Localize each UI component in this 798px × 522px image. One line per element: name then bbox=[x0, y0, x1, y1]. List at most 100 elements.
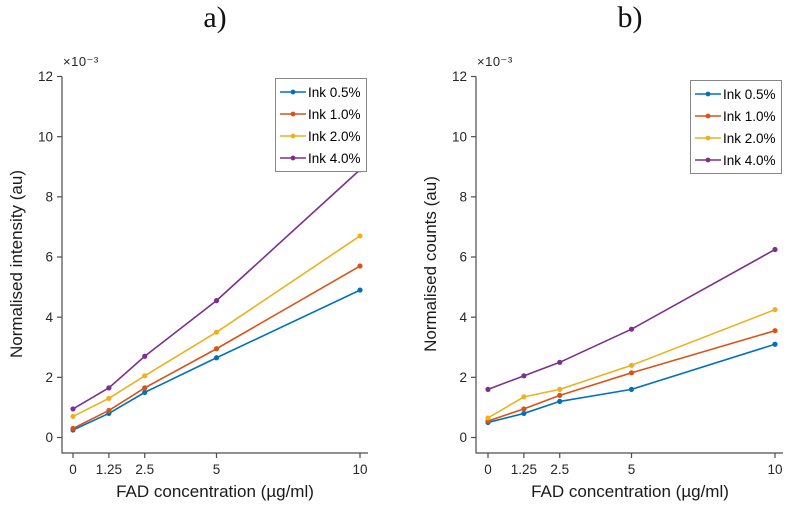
x-tick-label: 1.25 bbox=[96, 462, 122, 477]
chart-a-y-exponent: ×10⁻³ bbox=[63, 54, 99, 69]
data-point-ink-0.5- bbox=[628, 386, 635, 392]
chart-b-plot-area: 0 1.25 2.5 5 10 0 2 4 6 8 10 12 bbox=[452, 69, 783, 477]
x-tick-label: 1.25 bbox=[511, 462, 537, 477]
data-point-ink-4.0- bbox=[142, 353, 148, 359]
data-point-ink-1.0- bbox=[521, 406, 527, 412]
data-point-ink-4.0- bbox=[772, 246, 778, 253]
y-tick-label: 4 bbox=[459, 310, 467, 325]
x-tick-label: 0 bbox=[69, 462, 77, 477]
data-point-ink-0.5- bbox=[213, 355, 220, 361]
data-point-ink-4.0- bbox=[628, 326, 635, 332]
data-point-ink-1.0- bbox=[628, 370, 635, 376]
chart-a-legend: Ink 0.5% Ink 1.0% Ink 2.0% Ink 4.0% bbox=[275, 78, 367, 172]
y-tick-label: 10 bbox=[38, 129, 53, 144]
data-point-ink-1.0- bbox=[772, 328, 778, 334]
chart-b-x-axis-label: FAD concentration (µg/ml) bbox=[531, 482, 729, 501]
data-point-ink-2.0- bbox=[142, 373, 148, 379]
data-point-ink-0.5- bbox=[772, 341, 778, 347]
axis-spines bbox=[475, 76, 783, 454]
x-tick-label: 5 bbox=[213, 462, 221, 477]
chart-a-x-axis-label: FAD concentration (µg/ml) bbox=[116, 482, 314, 501]
data-point-ink-4.0- bbox=[106, 385, 112, 391]
data-point-ink-2.0- bbox=[70, 413, 76, 420]
data-point-ink-1.0- bbox=[557, 392, 563, 398]
data-point-ink-4.0- bbox=[557, 359, 563, 365]
legend-label-ink-0.5-: Ink 0.5% bbox=[308, 84, 361, 100]
y-tick-label: 4 bbox=[45, 310, 53, 325]
series-line-ink-4.0- bbox=[487, 248, 776, 391]
data-point-ink-4.0- bbox=[521, 373, 527, 379]
legend-label-ink-4.0-: Ink 4.0% bbox=[723, 152, 776, 168]
data-point-ink-2.0- bbox=[357, 233, 363, 239]
data-point-ink-2.0- bbox=[213, 329, 220, 335]
y-tick-label: 12 bbox=[38, 69, 53, 84]
data-point-ink-0.5- bbox=[357, 287, 363, 293]
data-point-ink-0.5- bbox=[521, 410, 527, 417]
y-tick-label: 2 bbox=[45, 370, 53, 385]
data-point-ink-1.0- bbox=[70, 425, 76, 432]
chart-a-title: a) bbox=[203, 1, 227, 34]
y-tick-label: 12 bbox=[452, 69, 467, 84]
data-point-ink-4.0- bbox=[213, 298, 220, 304]
data-point-ink-2.0- bbox=[772, 307, 778, 313]
data-point-ink-2.0- bbox=[521, 394, 527, 400]
y-tick-label: 6 bbox=[459, 250, 467, 265]
data-point-ink-1.0- bbox=[213, 346, 220, 352]
y-tick-label: 2 bbox=[459, 370, 467, 385]
y-tick-label: 10 bbox=[452, 129, 467, 144]
chart-b-title: b) bbox=[617, 1, 643, 34]
data-point-ink-0.5- bbox=[142, 389, 148, 395]
chart-a: a) ×10⁻³ Normalised intensity (au) 0 1.25… bbox=[7, 1, 368, 501]
x-tick-label: 0 bbox=[484, 462, 492, 477]
series-line-ink-4.0- bbox=[72, 169, 361, 410]
x-tick-label: 10 bbox=[767, 462, 782, 477]
chart-a-plot-area: 0 1.25 2.5 5 10 0 2 4 6 8 10 12 bbox=[38, 69, 368, 477]
data-point-ink-2.0- bbox=[557, 386, 563, 392]
data-point-ink-2.0- bbox=[106, 395, 112, 401]
data-point-ink-4.0- bbox=[70, 406, 76, 412]
chart-b-y-exponent: ×10⁻³ bbox=[477, 54, 513, 69]
legend-label-ink-4.0-: Ink 4.0% bbox=[308, 150, 361, 166]
series-line-ink-0.5- bbox=[487, 343, 776, 424]
data-point-ink-0.5- bbox=[557, 398, 563, 405]
legend-line-swatch-ink-2.0- bbox=[280, 133, 306, 139]
legend-line-swatch-ink-4.0- bbox=[280, 155, 306, 161]
legend-label-ink-2.0-: Ink 2.0% bbox=[308, 128, 361, 144]
legend-entry-ink-2.0-: Ink 2.0% bbox=[280, 125, 361, 147]
y-tick-label: 8 bbox=[459, 190, 467, 205]
legend-line-swatch-ink-0.5- bbox=[695, 91, 721, 97]
legend-entry-ink-4.0-: Ink 4.0% bbox=[695, 149, 776, 171]
series-line-ink-1.0- bbox=[487, 329, 776, 422]
x-tick-label: 2.5 bbox=[135, 462, 154, 477]
axis-spines bbox=[61, 76, 368, 454]
legend-label-ink-1.0-: Ink 1.0% bbox=[308, 106, 361, 122]
legend-entry-ink-2.0-: Ink 2.0% bbox=[695, 127, 776, 149]
legend-line-swatch-ink-4.0- bbox=[695, 157, 721, 163]
data-point-ink-4.0- bbox=[485, 386, 491, 392]
legend-entry-ink-4.0-: Ink 4.0% bbox=[280, 147, 361, 169]
data-point-ink-1.0- bbox=[357, 263, 363, 269]
data-point-ink-2.0- bbox=[628, 362, 635, 368]
legend-line-swatch-ink-1.0- bbox=[695, 113, 721, 119]
legend-entry-ink-0.5-: Ink 0.5% bbox=[280, 81, 361, 103]
chart-b: b) ×10⁻³ Normalised counts (au) 0 1.25 2.5… bbox=[399, 0, 798, 522]
y-tick-label: 0 bbox=[45, 430, 53, 445]
y-tick-label: 0 bbox=[459, 430, 467, 445]
legend-entry-ink-1.0-: Ink 1.0% bbox=[695, 105, 776, 127]
legend-line-swatch-ink-0.5- bbox=[280, 89, 306, 95]
data-point-ink-1.0- bbox=[142, 385, 148, 391]
legend-line-swatch-ink-1.0- bbox=[280, 111, 306, 117]
y-tick-label: 6 bbox=[45, 250, 53, 265]
legend-entry-ink-1.0-: Ink 1.0% bbox=[280, 103, 361, 125]
x-tick-label: 10 bbox=[352, 462, 367, 477]
data-point-ink-1.0- bbox=[106, 407, 112, 414]
x-tick-label: 5 bbox=[628, 462, 636, 477]
legend-entry-ink-0.5-: Ink 0.5% bbox=[695, 83, 776, 105]
series-line-ink-2.0- bbox=[72, 235, 361, 418]
y-tick-label: 8 bbox=[45, 190, 53, 205]
chart-b-legend: Ink 0.5% Ink 1.0% Ink 2.0% Ink 4.0% bbox=[690, 80, 782, 174]
legend-label-ink-0.5-: Ink 0.5% bbox=[723, 86, 776, 102]
legend-line-swatch-ink-2.0- bbox=[695, 135, 721, 141]
legend-label-ink-1.0-: Ink 1.0% bbox=[723, 108, 776, 124]
